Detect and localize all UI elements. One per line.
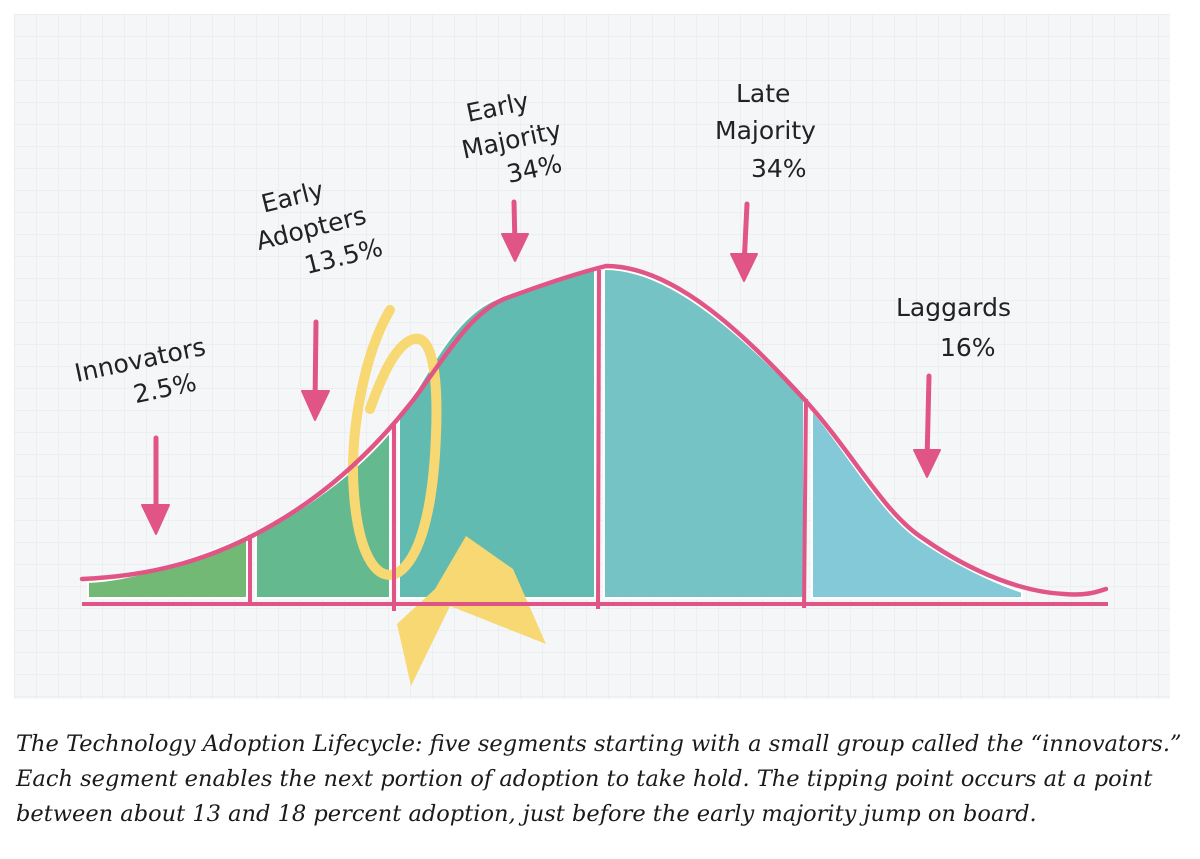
arrow-late-majority bbox=[730, 201, 758, 282]
label-late-majority-line2: Majority bbox=[715, 116, 816, 145]
label-laggards-percent: 16% bbox=[940, 333, 996, 362]
caption-line-2: Each segment enables the next portion of… bbox=[16, 766, 1153, 792]
adoption-lifecycle-figure: Innovators 2.5% Early Adopters 13.5% Ear… bbox=[14, 14, 1170, 699]
tipping-point-loop bbox=[348, 305, 442, 580]
arrow-laggards bbox=[913, 373, 941, 478]
tipping-point-arrow bbox=[397, 536, 546, 686]
caption-line-3: between about 13 and 18 percent adoption… bbox=[16, 801, 1037, 827]
segment-laggards bbox=[811, 407, 1023, 599]
divider-4 bbox=[802, 398, 808, 609]
divider-3 bbox=[596, 269, 601, 610]
label-late-majority-line1: Late bbox=[736, 79, 790, 108]
label-late-majority-percent: 34% bbox=[751, 154, 807, 183]
arrow-early-adopters bbox=[301, 319, 330, 421]
bell-curve bbox=[79, 263, 1109, 597]
figure-caption: The Technology Adoption Lifecycle: five … bbox=[16, 727, 1186, 832]
arrow-early-majority bbox=[501, 199, 529, 262]
caption-line-1: The Technology Adoption Lifecycle: five … bbox=[16, 731, 1182, 757]
label-laggards: Laggards bbox=[896, 293, 1011, 322]
arrow-innovators bbox=[141, 435, 170, 535]
